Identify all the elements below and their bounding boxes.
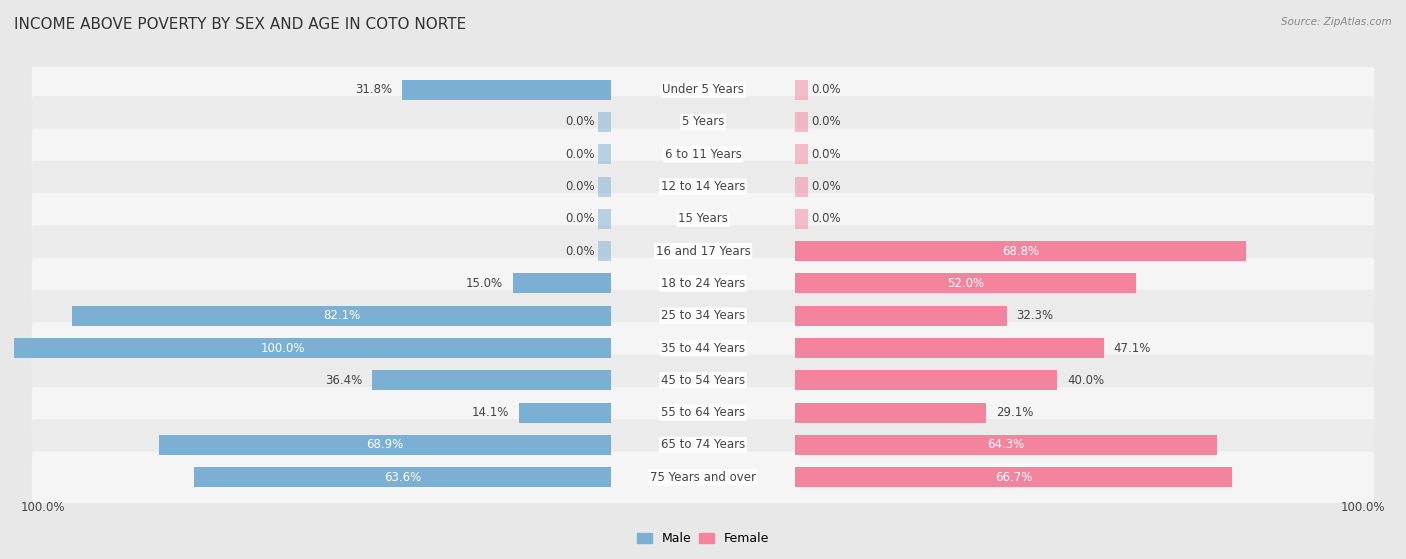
Text: 0.0%: 0.0% [565,245,595,258]
Bar [794,144,808,164]
Text: 0.0%: 0.0% [811,180,841,193]
Text: 29.1%: 29.1% [995,406,1033,419]
Bar [519,402,612,423]
Bar [513,273,612,293]
Text: Source: ZipAtlas.com: Source: ZipAtlas.com [1281,17,1392,27]
Bar [794,273,1136,293]
Text: 0.0%: 0.0% [811,116,841,129]
Text: 100.0%: 100.0% [1341,501,1385,514]
FancyBboxPatch shape [32,161,1374,212]
Text: 0.0%: 0.0% [565,148,595,161]
FancyBboxPatch shape [32,290,1374,342]
FancyBboxPatch shape [32,322,1374,374]
Bar [794,371,1057,390]
Bar [0,338,612,358]
Text: 15 Years: 15 Years [678,212,728,225]
Text: 75 Years and over: 75 Years and over [650,471,756,484]
Text: 0.0%: 0.0% [565,180,595,193]
Bar [373,371,612,390]
Text: 0.0%: 0.0% [811,212,841,225]
Bar [598,209,612,229]
Legend: Male, Female: Male, Female [633,529,773,549]
Text: 12 to 14 Years: 12 to 14 Years [661,180,745,193]
Text: 100.0%: 100.0% [262,342,305,354]
Bar [794,467,1233,487]
Bar [402,80,612,100]
Bar [598,177,612,197]
Bar [598,144,612,164]
Text: 25 to 34 Years: 25 to 34 Years [661,309,745,323]
Text: 0.0%: 0.0% [811,83,841,96]
Bar [598,112,612,132]
Text: 82.1%: 82.1% [323,309,360,323]
Text: 14.1%: 14.1% [471,406,509,419]
Bar [194,467,612,487]
Bar [159,435,612,455]
Text: Under 5 Years: Under 5 Years [662,83,744,96]
Text: 52.0%: 52.0% [946,277,984,290]
FancyBboxPatch shape [32,387,1374,438]
Text: 66.7%: 66.7% [995,471,1032,484]
Text: 36.4%: 36.4% [325,374,363,387]
Bar [73,306,612,326]
FancyBboxPatch shape [32,64,1374,116]
Text: 63.6%: 63.6% [384,471,422,484]
FancyBboxPatch shape [32,96,1374,148]
Text: 100.0%: 100.0% [21,501,65,514]
Bar [794,112,808,132]
Text: 15.0%: 15.0% [465,277,503,290]
Text: 64.3%: 64.3% [987,438,1025,452]
Bar [794,435,1216,455]
FancyBboxPatch shape [32,419,1374,471]
Text: 35 to 44 Years: 35 to 44 Years [661,342,745,354]
Text: 40.0%: 40.0% [1067,374,1104,387]
Text: 18 to 24 Years: 18 to 24 Years [661,277,745,290]
Text: 31.8%: 31.8% [356,83,392,96]
Text: 47.1%: 47.1% [1114,342,1152,354]
Text: 32.3%: 32.3% [1017,309,1053,323]
FancyBboxPatch shape [32,354,1374,406]
FancyBboxPatch shape [32,193,1374,245]
Bar [794,177,808,197]
Bar [794,402,986,423]
Text: 6 to 11 Years: 6 to 11 Years [665,148,741,161]
Text: 65 to 74 Years: 65 to 74 Years [661,438,745,452]
Bar [598,241,612,261]
Text: 0.0%: 0.0% [811,148,841,161]
Bar [794,80,808,100]
Text: 16 and 17 Years: 16 and 17 Years [655,245,751,258]
FancyBboxPatch shape [32,129,1374,180]
Bar [794,306,1007,326]
Text: 68.9%: 68.9% [367,438,404,452]
FancyBboxPatch shape [32,452,1374,503]
FancyBboxPatch shape [32,258,1374,309]
Text: 55 to 64 Years: 55 to 64 Years [661,406,745,419]
Text: INCOME ABOVE POVERTY BY SEX AND AGE IN COTO NORTE: INCOME ABOVE POVERTY BY SEX AND AGE IN C… [14,17,467,32]
Text: 45 to 54 Years: 45 to 54 Years [661,374,745,387]
Text: 5 Years: 5 Years [682,116,724,129]
Text: 68.8%: 68.8% [1002,245,1039,258]
FancyBboxPatch shape [32,225,1374,277]
Bar [794,209,808,229]
Text: 0.0%: 0.0% [565,116,595,129]
Text: 0.0%: 0.0% [565,212,595,225]
Bar [794,241,1246,261]
Bar [794,338,1104,358]
